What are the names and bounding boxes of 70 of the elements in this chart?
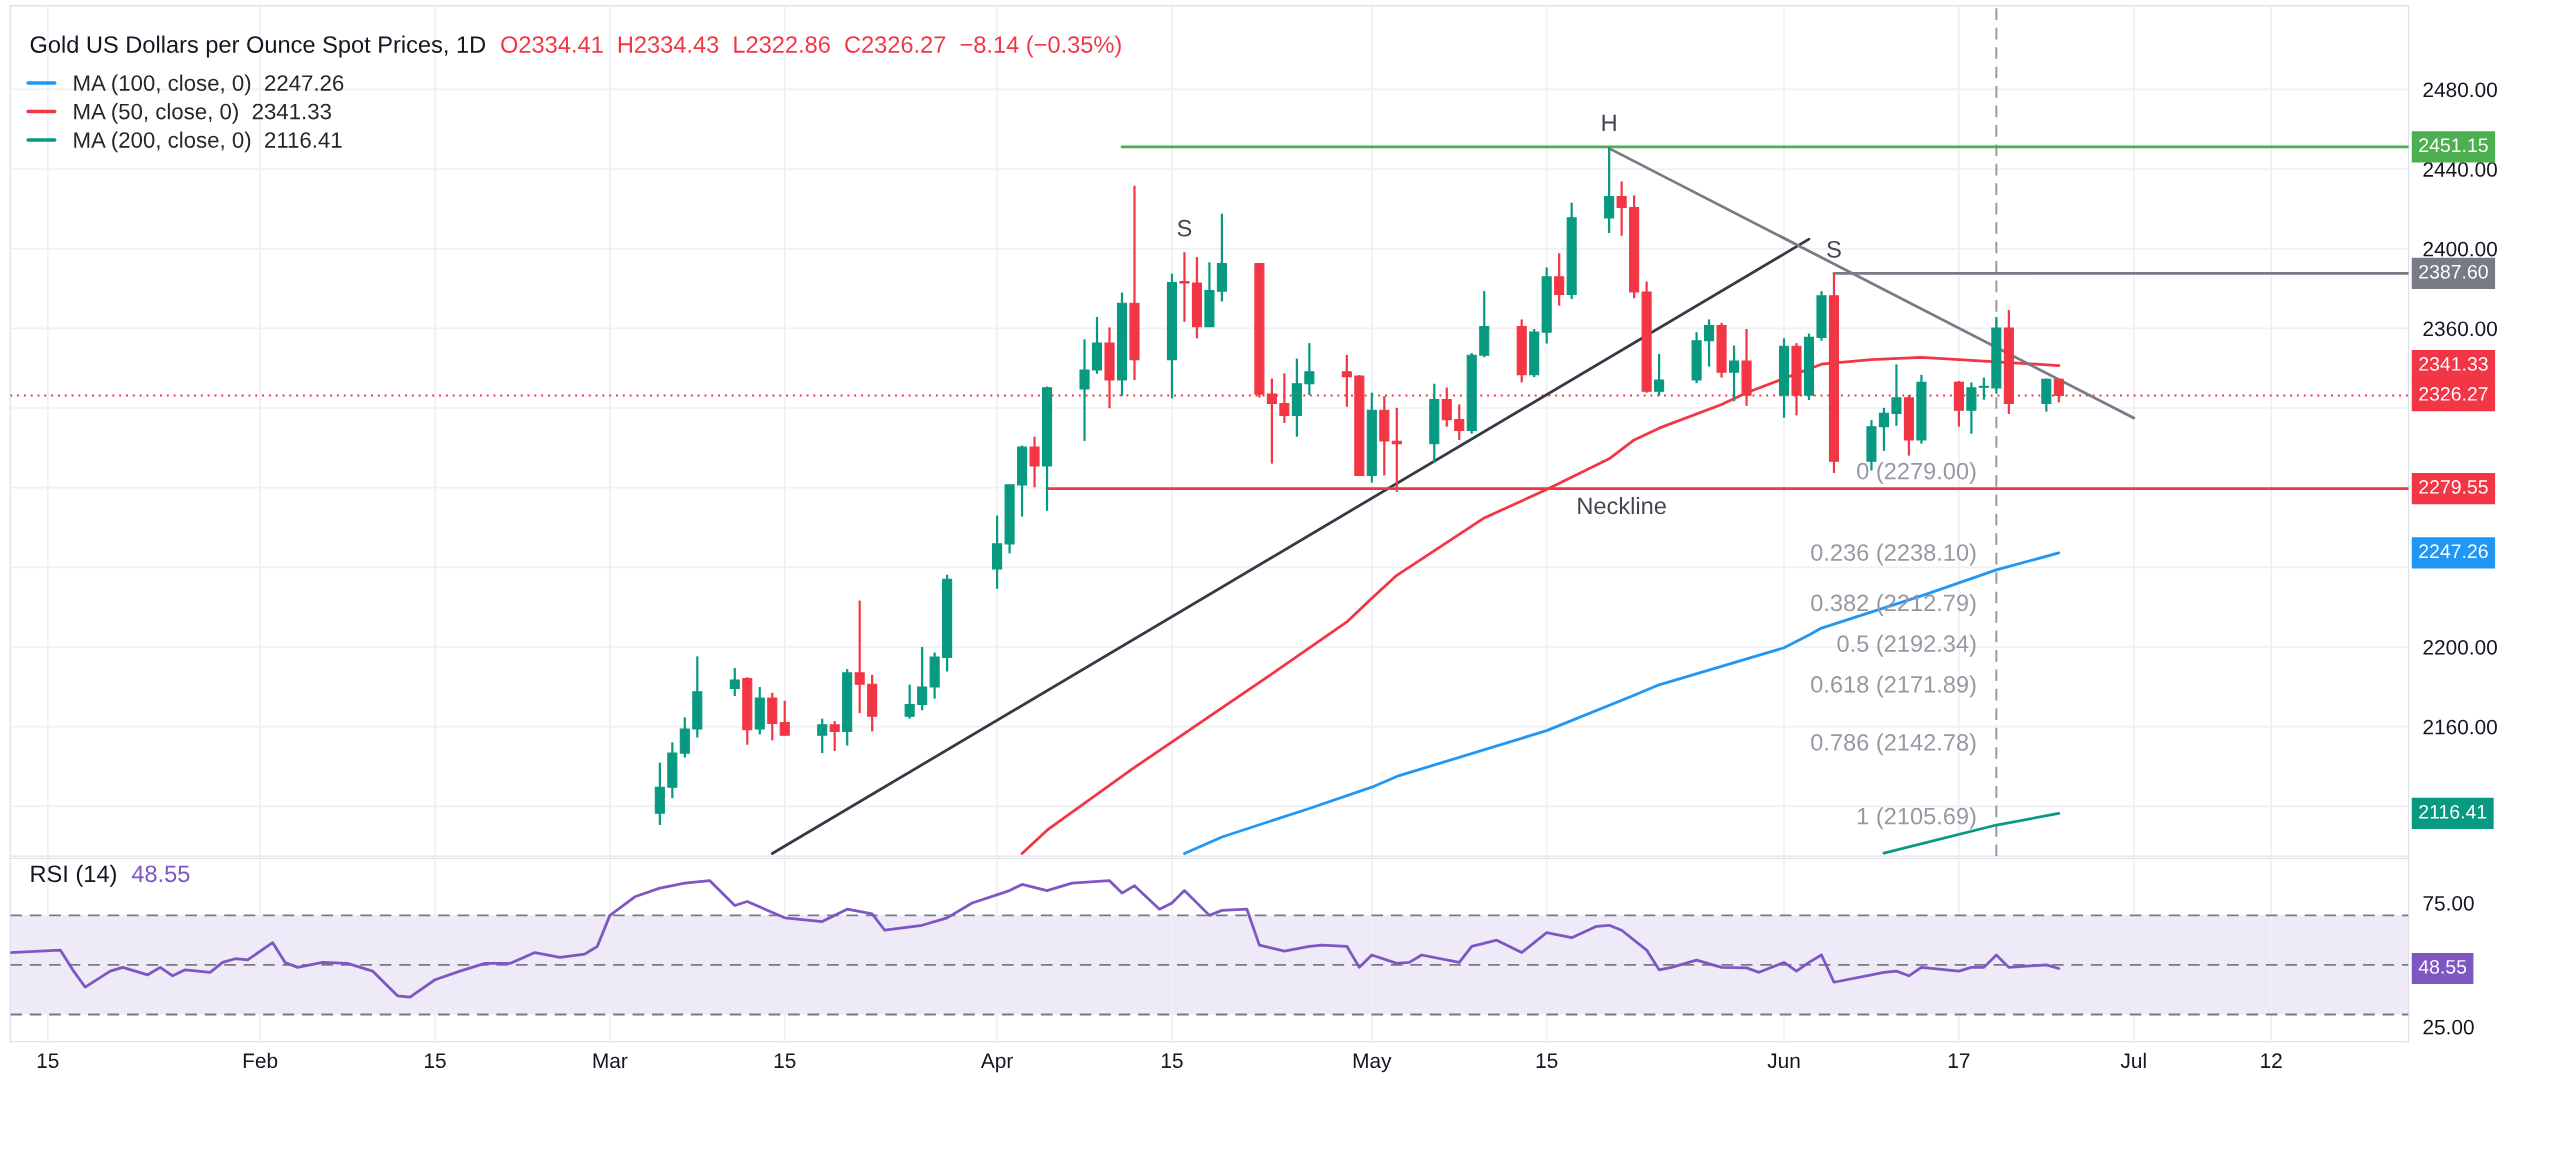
x-tick-label: 17 xyxy=(1948,1053,1970,1068)
annotation: H xyxy=(1602,114,1616,131)
x-tick-label: 15 xyxy=(1536,1053,1558,1069)
x-tick-label: 15 xyxy=(37,1053,59,1069)
annotation: Neckline xyxy=(1578,496,1666,515)
ref-line-label: 2326.27 xyxy=(2419,387,2488,401)
candlestick xyxy=(1704,318,1715,368)
y-tick-label: 2160.00 xyxy=(2423,719,2497,735)
candlestick xyxy=(1878,406,1889,452)
candlestick xyxy=(729,666,740,698)
y-tick-label: 2480.00 xyxy=(2423,82,2497,98)
candlestick xyxy=(1966,381,1977,435)
text: 48.55 xyxy=(2418,959,2467,974)
candlestick xyxy=(1441,386,1452,428)
y-tick-label: 2200.00 xyxy=(2423,640,2497,655)
candlestick xyxy=(1654,352,1665,397)
annotation: S xyxy=(1177,219,1192,237)
annotation: 1 (2105.69) xyxy=(1857,807,1976,830)
annotation: 2279.55 xyxy=(2419,480,2488,494)
annotation: 0.5 (2192.34) xyxy=(1837,634,1976,657)
candlestick xyxy=(817,717,828,755)
x-tick-label: 15 xyxy=(774,1053,796,1069)
candlestick xyxy=(779,699,790,737)
annotation: 2451.15 xyxy=(2419,138,2488,153)
annotation: 0.236 (2238.10) xyxy=(1811,543,1976,566)
annotation: 0.786 (2142.78) xyxy=(1811,733,1976,756)
candlestick xyxy=(1616,180,1627,237)
candlestick xyxy=(854,599,865,715)
chart-title: RSI (14) xyxy=(31,864,116,887)
candlestick xyxy=(1978,376,1989,401)
y-tick-label: 2400.00 xyxy=(2423,241,2497,257)
y-tick-label: 75.00 xyxy=(2423,895,2474,911)
legend-label: MA (200, close, 0) 2116.41 xyxy=(74,131,342,153)
x-tick-label: 12 xyxy=(2261,1053,2282,1068)
candlestick xyxy=(1179,251,1190,323)
x-tick-label: Mar xyxy=(593,1053,628,1069)
legend-label: MA (100, close, 0) 2247.26 xyxy=(74,74,344,96)
candlestick xyxy=(1604,145,1615,235)
candlestick xyxy=(917,645,928,712)
candlestick xyxy=(1554,252,1565,307)
x-tick-label: Jul xyxy=(2120,1052,2146,1069)
candlestick xyxy=(1728,344,1740,403)
text: 2116.41 xyxy=(2419,804,2487,819)
candlestick xyxy=(1029,435,1040,489)
candlestick xyxy=(1079,338,1090,443)
text: 2341.33 xyxy=(2419,357,2488,371)
legend-label: MA (50, close, 0) 2341.33 xyxy=(74,103,331,124)
text: 2247.26 xyxy=(2419,544,2488,559)
candlestick xyxy=(1279,372,1290,425)
y-tick-label: 2440.00 xyxy=(2423,162,2497,177)
y-tick-label: 2360.00 xyxy=(2423,321,2497,337)
x-tick-label: Apr xyxy=(980,1053,1013,1073)
candlestick xyxy=(904,683,915,720)
x-tick-label: 15 xyxy=(425,1053,446,1069)
candlestick xyxy=(1304,342,1315,397)
candlestick xyxy=(1454,403,1465,442)
text: Gold US Dollars per Ounce Spot Prices, 1D xyxy=(30,35,486,58)
annotation: S xyxy=(1827,240,1841,258)
y-tick-label: 25.00 xyxy=(2423,1019,2474,1035)
text: O2334.41 H2334.43 L2322.86 C2326.27 −8.14 (−0.35%) xyxy=(501,35,1121,58)
annotation: 2387.60 xyxy=(2419,264,2488,279)
x-tick-label: May xyxy=(1353,1053,1392,1073)
x-tick-label: 15 xyxy=(1161,1053,1183,1069)
annotation: 48.55 xyxy=(131,865,190,883)
x-tick-label: Feb xyxy=(243,1052,278,1069)
annotation: 0.618 (2171.89) xyxy=(1811,675,1976,698)
annotation: 0 (2279.00) xyxy=(1857,462,1976,485)
x-tick-label: Jun xyxy=(1767,1053,1800,1069)
candlestick xyxy=(829,719,840,753)
candlestick xyxy=(1891,363,1902,427)
